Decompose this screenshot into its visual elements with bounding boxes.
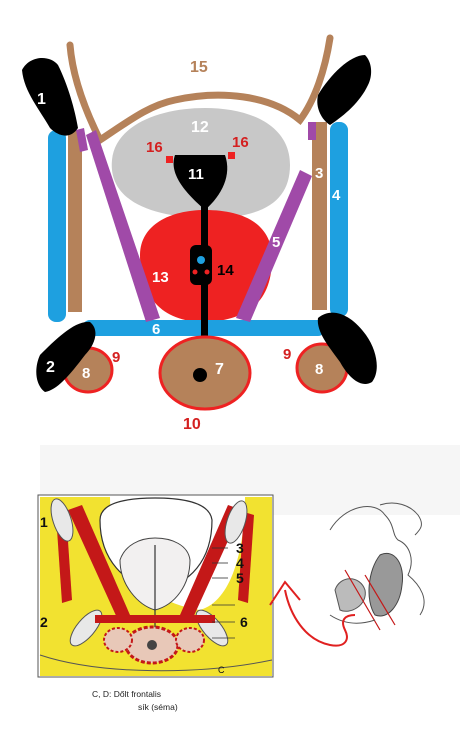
figure-caption-line1: C, D: Dőlt frontalis bbox=[92, 689, 161, 699]
tb-label-5: 5 bbox=[236, 570, 244, 586]
label-9b: 9 bbox=[283, 346, 291, 363]
ureter-orifice-left bbox=[166, 156, 173, 163]
label-13: 13 bbox=[152, 269, 169, 286]
inset-perineum bbox=[329, 614, 376, 624]
textbook-fat-right bbox=[175, 627, 205, 653]
right-levator-top bbox=[308, 122, 316, 140]
label-5: 5 bbox=[272, 234, 280, 251]
tb-label-3: 3 bbox=[236, 540, 244, 556]
left-obturator-strip bbox=[48, 130, 66, 322]
bone-bottom-right bbox=[317, 312, 377, 384]
colliculus-shape bbox=[190, 245, 212, 285]
label-6: 6 bbox=[152, 321, 160, 338]
tb-label-4: 4 bbox=[236, 555, 244, 571]
label-8a: 8 bbox=[82, 365, 90, 382]
textbook-bone-bottom-left bbox=[69, 609, 103, 647]
skin-curve bbox=[39, 654, 273, 672]
textbook-obturator-right bbox=[238, 512, 254, 603]
colliculus-blue-dot bbox=[197, 256, 205, 264]
label-12: 12 bbox=[191, 119, 209, 136]
inset-bladder bbox=[334, 578, 366, 612]
label-7: 7 bbox=[215, 361, 224, 378]
colliculus-red-dot-right bbox=[204, 269, 210, 275]
inset-rectum bbox=[368, 552, 404, 617]
textbook-anus bbox=[147, 640, 157, 650]
textbook-perineal-band bbox=[95, 615, 215, 623]
inset-body-outline bbox=[329, 506, 425, 616]
textbook-muscle-left bbox=[68, 505, 130, 620]
label-8b: 8 bbox=[315, 361, 323, 378]
sagittal-inset bbox=[329, 502, 425, 631]
left-levator-top bbox=[76, 128, 88, 152]
label-11: 11 bbox=[188, 166, 204, 183]
red-arrow-head bbox=[269, 580, 301, 606]
textbook-bone-top-left bbox=[50, 498, 74, 542]
tb-label-c: C bbox=[218, 665, 225, 675]
ureter-orifice-right bbox=[228, 152, 235, 159]
inset-section-line-2 bbox=[364, 574, 396, 626]
label-16a: 16 bbox=[146, 139, 163, 156]
label-3: 3 bbox=[315, 165, 323, 182]
label-1: 1 bbox=[37, 91, 46, 108]
label-9a: 9 bbox=[112, 349, 120, 366]
tb-label-1: 1 bbox=[40, 514, 48, 530]
textbook-fat-left bbox=[103, 627, 133, 653]
right-obturator-strip bbox=[330, 122, 348, 317]
right-levator-band bbox=[236, 170, 312, 322]
bone-top-right bbox=[317, 55, 372, 125]
colliculus-red-dot-left bbox=[192, 269, 198, 275]
label-2: 2 bbox=[46, 359, 55, 376]
figure-caption-line2: sík (séma) bbox=[138, 702, 178, 712]
peritoneum-curve bbox=[66, 34, 334, 146]
tb-label-2: 2 bbox=[40, 614, 48, 630]
bone-top-left bbox=[22, 58, 78, 136]
left-fascia-strip bbox=[68, 130, 82, 312]
label-14: 14 bbox=[217, 262, 234, 279]
textbook-bone-top-right bbox=[224, 500, 248, 544]
label-10: 10 bbox=[183, 416, 201, 433]
inset-back-outline bbox=[379, 502, 422, 536]
label-15: 15 bbox=[190, 59, 208, 76]
urethra-funnel bbox=[173, 155, 228, 210]
right-fascia-strip bbox=[312, 122, 327, 310]
bone-bottom-left bbox=[36, 321, 96, 392]
textbook-figure: 1 2 3 4 5 6 C C, D: Dőlt frontalis sík (… bbox=[37, 445, 460, 712]
left-levator-band bbox=[86, 130, 160, 322]
label-4: 4 bbox=[332, 187, 341, 204]
red-arrow-curve bbox=[284, 589, 356, 647]
label-16b: 16 bbox=[232, 134, 249, 151]
schematic-diagram: 1 2 3 4 5 6 7 8 8 9 9 10 11 12 13 14 15 … bbox=[22, 34, 377, 433]
tb-label-6: 6 bbox=[240, 614, 248, 630]
urethra-line bbox=[201, 200, 208, 375]
anal-canal-dot bbox=[193, 368, 207, 382]
